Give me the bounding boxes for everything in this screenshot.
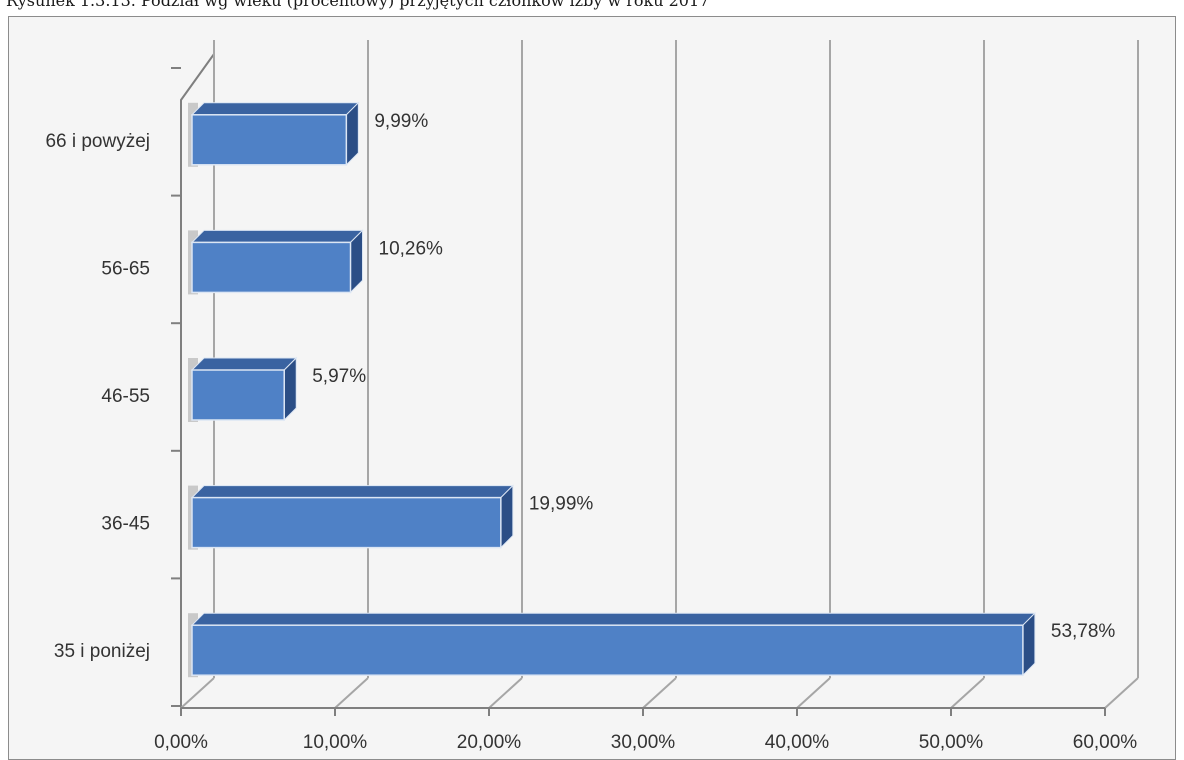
floor-diagonal-3 <box>642 677 677 709</box>
floor-diagonal-4 <box>796 677 831 709</box>
x-tick-label-6: 60,00% <box>1073 732 1138 753</box>
category-label-2: 46-55 <box>101 386 150 407</box>
data-label-1: 10,26% <box>379 238 444 259</box>
figure-caption: Rysunek 1.3.13. Podział wg wieku (procen… <box>6 0 710 10</box>
labels-layer: 0,00% 10,00% 20,00% 30,00% 40,00% 50,00% 60,00… <box>45 111 1137 753</box>
bar-3 <box>191 496 502 549</box>
bar-0 <box>191 114 348 166</box>
x-tick-label-4: 40,00% <box>765 732 830 753</box>
bar-top-1 <box>190 229 364 243</box>
bar-1 <box>191 241 352 294</box>
chart-frame: 0,00% 10,00% 20,00% 30,00% 40,00% 50,00% 60,00… <box>8 16 1176 760</box>
data-label-0: 9,99% <box>374 111 428 132</box>
category-label-4: 35 i poniżej <box>54 641 150 662</box>
bar-chart: 0,00% 10,00% 20,00% 30,00% 40,00% 50,00% 60,00… <box>45 40 1139 753</box>
x-tick-label-0: 0,00% <box>154 732 208 753</box>
data-label-4: 53,78% <box>1051 621 1116 642</box>
floor-diagonal-1 <box>334 677 369 709</box>
floor-diagonal-2 <box>488 677 523 709</box>
x-tick-label-1: 10,00% <box>303 732 368 753</box>
bar-top-0 <box>190 102 360 116</box>
bar-4 <box>191 624 1024 676</box>
bar-top-3 <box>190 485 515 499</box>
bar-top-4 <box>190 612 1037 626</box>
bar-2 <box>191 369 285 421</box>
x-tick-label-3: 30,00% <box>611 732 676 753</box>
grid-layer <box>171 40 1139 716</box>
floor-diagonal-6 <box>1104 677 1139 709</box>
bar-top-2 <box>190 357 298 371</box>
x-tick-label-2: 20,00% <box>457 732 522 753</box>
bars-layer <box>188 101 1037 678</box>
x-tick-label-5: 50,00% <box>919 732 984 753</box>
data-label-3: 19,99% <box>529 494 594 515</box>
floor-diagonal-0 <box>180 677 215 709</box>
floor-diagonal-5 <box>950 677 985 709</box>
category-label-0: 66 i powyżej <box>45 131 150 152</box>
category-label-3: 36-45 <box>101 514 150 535</box>
category-label-1: 56-65 <box>101 258 150 279</box>
data-label-2: 5,97% <box>312 366 366 387</box>
